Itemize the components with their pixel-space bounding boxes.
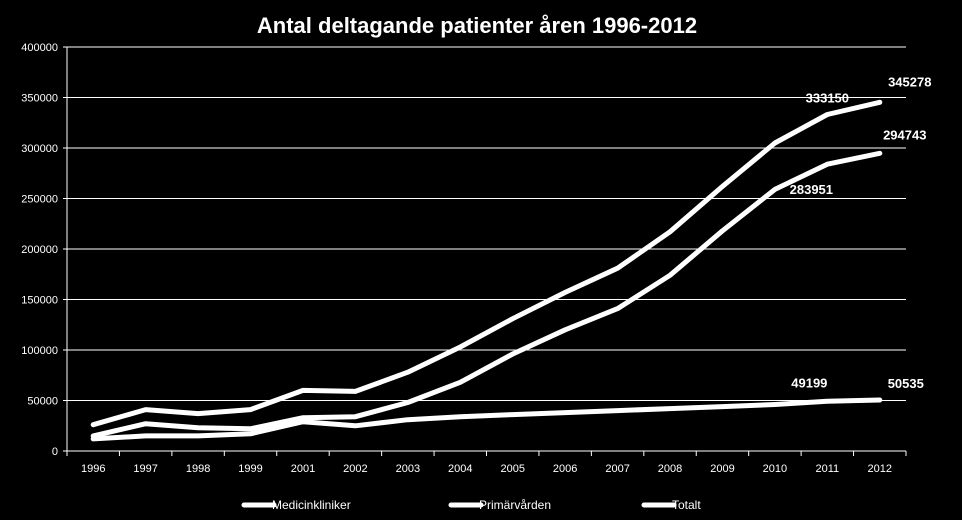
data-label: 49199 [791,375,827,390]
y-tick-label: 400000 [21,42,58,54]
data-label: 50535 [888,376,924,391]
x-tick-label: 2010 [763,463,787,475]
axes: 0 50000 100000 150000 200000 250000 300000 3500… [21,42,907,475]
x-tick-label: 1997 [133,463,157,475]
x-tick-label: 2009 [710,463,734,475]
y-tick-label: 200000 [21,244,58,256]
y-tick-label: 150000 [21,295,58,307]
x-tick-label: 2007 [605,463,629,475]
x-tick-label: 2002 [343,463,367,475]
y-tick-label: 50000 [27,396,58,408]
x-tick-label: 1998 [186,463,210,475]
legend-label: Totalt [672,498,701,512]
data-label: 294743 [883,127,926,142]
x-tick-label: 2008 [658,463,682,475]
x-tick-label: 2006 [553,463,577,475]
x-tick-label: 2003 [396,463,420,475]
chart-title: Antal deltagande patienter åren 1996-201… [257,13,697,38]
x-tick-label: 2012 [868,463,892,475]
legend-item: Medicinkliniker [241,498,351,512]
data-labels: 333150 345278 283951 294743 49199 50535 [790,74,932,391]
legend-label: Medicinkliniker [272,498,351,512]
series-line-0 [90,99,883,428]
legend-item: Totalt [641,498,701,512]
data-label: 333150 [806,91,849,106]
y-tick-label: 300000 [21,143,58,155]
gridlines [67,46,906,401]
data-label: 283951 [790,182,833,197]
x-tick-label: 2011 [816,463,840,475]
x-tick-label: 2001 [291,463,315,475]
y-tick-label: 100000 [21,345,58,357]
y-tick-label: 0 [52,446,58,458]
data-label: 345278 [888,74,931,89]
legend-label: Primärvården [479,498,551,512]
series-line-1 [90,150,883,439]
legend-item: Primärvården [448,498,551,512]
series-lines [90,99,883,442]
x-tick-label: 2005 [500,463,524,475]
legend: Medicinkliniker Primärvården Totalt [241,498,701,512]
x-tick-label: 1999 [238,463,262,475]
x-tick-label: 2004 [448,463,472,475]
series-line-2 [90,397,883,442]
y-tick-label: 250000 [21,194,58,206]
x-tick-label: 1996 [81,463,105,475]
y-tick-label: 350000 [21,93,58,105]
